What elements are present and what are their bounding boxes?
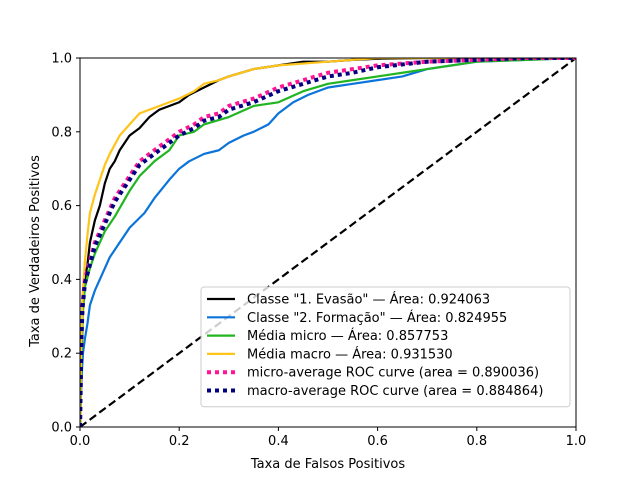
legend-label: Média macro — Área: 0.931530 [247,346,453,362]
x-tick-label: 0.4 [268,434,289,449]
legend-label: Classe "1. Evasão" — Área: 0.924063 [247,292,490,308]
y-tick-label: 0.0 [51,421,72,436]
legend-box [200,286,571,408]
x-tick-label: 0.6 [367,434,388,449]
legend-label: micro-average ROC curve (area = 0.890036… [247,366,539,381]
y-tick-label: 0.6 [51,199,72,214]
axes-frame [79,57,577,428]
series-line-1 [80,58,576,427]
chance-diagonal-line [80,58,576,427]
y-tick-label: 0.2 [51,347,72,362]
legend-label: Média micro — Área: 0.857753 [247,328,448,344]
series-line-4 [80,58,576,427]
x-tick-label: 0.0 [70,434,91,449]
y-tick-label: 0.8 [51,125,72,140]
series-line-5 [80,58,576,427]
legend-label: Classe "2. Formação" — Área: 0.824955 [247,310,507,326]
y-axis-label: Taxa de Verdadeiros Positivos [28,155,43,348]
y-tick-label: 1.0 [51,52,72,67]
legend-label: macro-average ROC curve (area = 0.884864… [247,384,543,399]
series-line-3 [80,58,576,427]
series-line-2 [80,58,576,427]
x-tick-label: 0.2 [169,434,190,449]
y-tick-label: 0.4 [51,273,72,288]
x-tick-label: 1.0 [566,434,587,449]
x-axis-label: Taxa de Falsos Positivos [250,457,405,472]
x-tick-label: 0.8 [466,434,487,449]
